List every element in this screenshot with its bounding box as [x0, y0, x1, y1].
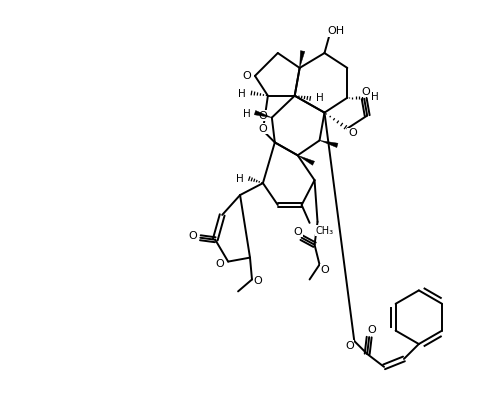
Text: O: O	[345, 341, 354, 351]
Polygon shape	[254, 111, 272, 117]
Text: O: O	[320, 264, 329, 275]
Text: O: O	[362, 87, 370, 97]
Text: O: O	[294, 227, 302, 237]
Polygon shape	[300, 51, 305, 68]
Text: H: H	[238, 89, 246, 99]
Text: O: O	[216, 258, 224, 269]
Text: O: O	[258, 124, 268, 134]
Text: H: H	[316, 93, 324, 103]
Text: O: O	[368, 325, 376, 335]
Text: O: O	[258, 111, 268, 121]
Text: H: H	[372, 92, 379, 102]
Text: H: H	[243, 109, 251, 119]
Text: OH: OH	[328, 26, 345, 36]
Text: H: H	[236, 174, 244, 184]
Text: O: O	[242, 71, 252, 81]
Polygon shape	[320, 141, 338, 147]
Text: O: O	[254, 277, 262, 286]
Text: CH₃: CH₃	[316, 226, 334, 236]
Text: O: O	[348, 128, 356, 139]
Polygon shape	[298, 156, 314, 165]
Text: O: O	[188, 231, 197, 241]
